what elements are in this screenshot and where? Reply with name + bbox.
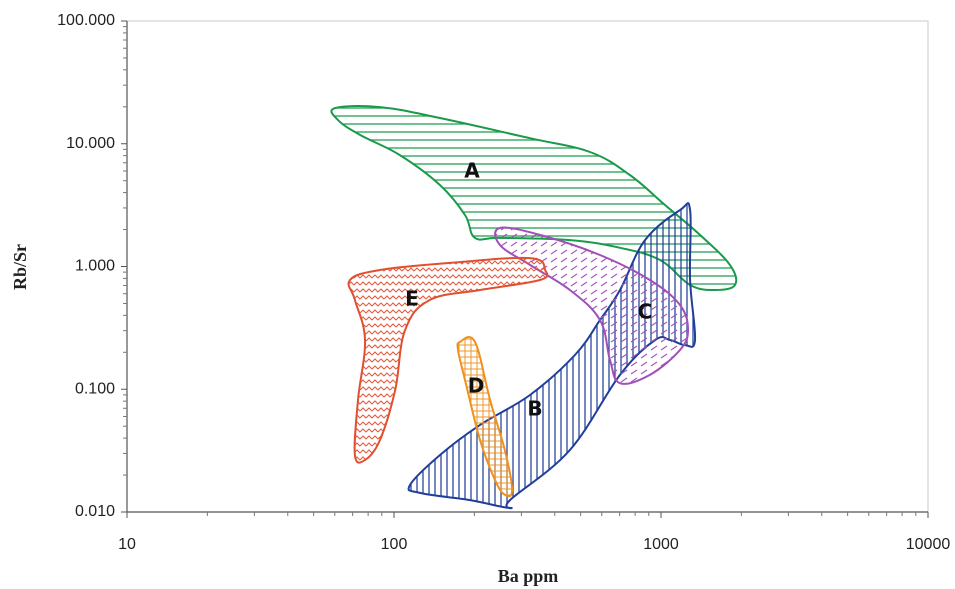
y-tick-label: 100.000: [57, 12, 115, 29]
y-tick-label: 0.100: [75, 380, 115, 397]
region-label: B: [527, 397, 542, 421]
region-label: E: [405, 287, 419, 311]
x-axis-title: Ba ppm: [498, 566, 559, 586]
region: [347, 256, 549, 464]
x-tick-label: 10000: [906, 536, 951, 553]
x-tick-label: 10: [118, 536, 136, 553]
x-tick-label: 100: [381, 536, 408, 553]
y-tick-label: 10.000: [66, 135, 115, 152]
region-label: A: [464, 159, 480, 183]
x-tick-label: 1000: [643, 536, 679, 553]
region-label: C: [638, 300, 653, 324]
region-label: D: [468, 374, 485, 398]
y-tick-label: 1.000: [75, 258, 115, 275]
region: [456, 335, 514, 498]
y-axis-title: Rb/Sr: [10, 244, 30, 290]
y-tick-label: 0.010: [75, 503, 115, 520]
